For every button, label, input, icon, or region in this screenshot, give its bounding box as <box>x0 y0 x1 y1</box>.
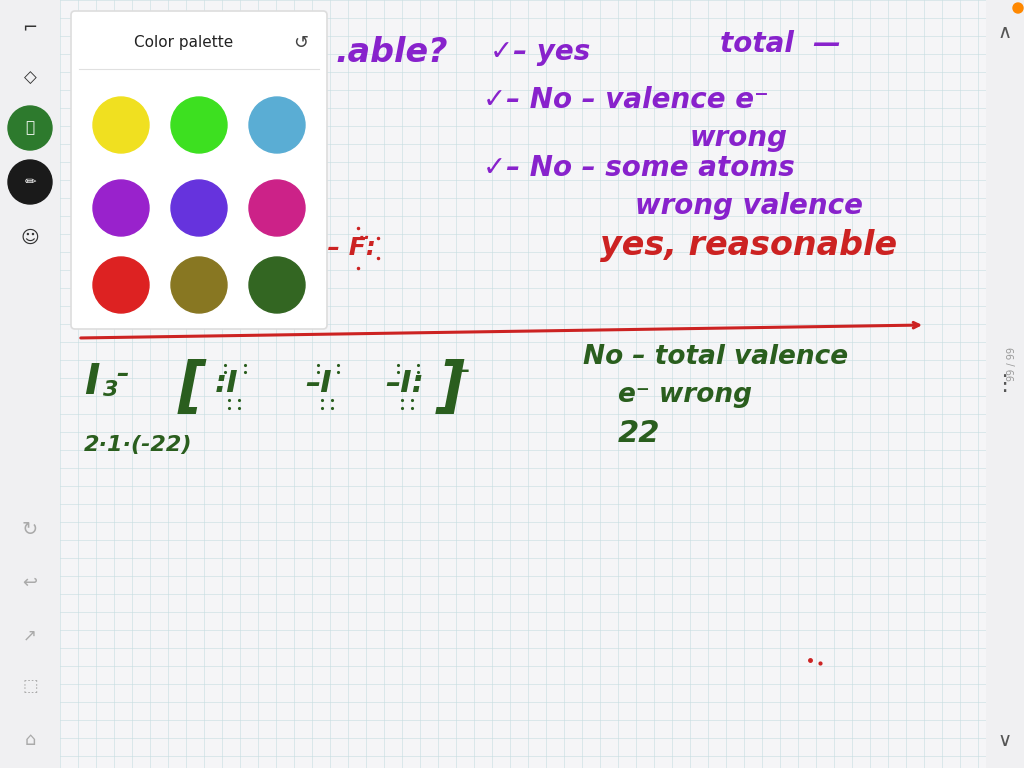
Text: –: – <box>460 360 470 379</box>
Text: –: – <box>116 362 128 386</box>
Circle shape <box>8 106 52 150</box>
Text: ⌐: ⌐ <box>23 19 38 37</box>
Text: 22: 22 <box>618 419 660 448</box>
Circle shape <box>8 160 52 204</box>
Text: .able?: .able? <box>335 35 447 68</box>
Text: :I: :I <box>215 369 239 398</box>
Text: ⋮: ⋮ <box>993 374 1015 394</box>
Text: ↺: ↺ <box>294 34 308 52</box>
Text: e⁻ wrong: e⁻ wrong <box>618 382 752 408</box>
Text: ✏: ✏ <box>25 175 36 189</box>
Text: 3: 3 <box>103 380 119 400</box>
Text: –I: –I <box>305 369 332 398</box>
Text: ↩: ↩ <box>23 574 38 592</box>
Text: ✓– No – some atoms: ✓– No – some atoms <box>483 154 795 182</box>
Circle shape <box>93 97 150 153</box>
Text: I: I <box>84 361 99 403</box>
Text: [: [ <box>178 359 206 418</box>
Text: ◇: ◇ <box>24 69 37 87</box>
Bar <box>0 0 60 768</box>
Text: ✓– yes: ✓– yes <box>490 38 590 66</box>
Text: ✓– No – valence e⁻: ✓– No – valence e⁻ <box>483 86 769 114</box>
Text: ⌂: ⌂ <box>25 731 36 749</box>
Circle shape <box>249 257 305 313</box>
Text: total  —: total — <box>720 30 841 58</box>
FancyBboxPatch shape <box>71 11 327 329</box>
Text: wrong valence: wrong valence <box>635 192 863 220</box>
Circle shape <box>171 97 227 153</box>
Circle shape <box>171 180 227 236</box>
Text: 20e⁻: 20e⁻ <box>108 306 173 330</box>
Text: ↻: ↻ <box>22 521 38 539</box>
Bar <box>986 0 1024 768</box>
Text: ∨: ∨ <box>997 730 1012 750</box>
Text: wrong: wrong <box>690 124 788 152</box>
Circle shape <box>171 257 227 313</box>
Text: Color palette: Color palette <box>134 35 233 51</box>
Text: 🍃: 🍃 <box>26 121 35 135</box>
Text: –I:: –I: <box>385 369 424 398</box>
Circle shape <box>249 97 305 153</box>
Text: ]: ] <box>437 359 465 418</box>
Circle shape <box>1013 3 1023 13</box>
Circle shape <box>249 180 305 236</box>
Text: ↗: ↗ <box>24 626 37 644</box>
Circle shape <box>93 180 150 236</box>
Text: 2·1·(-22): 2·1·(-22) <box>84 435 193 455</box>
Text: 99 / 99: 99 / 99 <box>1007 347 1017 381</box>
Text: yes, reasonable: yes, reasonable <box>600 229 897 261</box>
Text: ☺: ☺ <box>20 229 39 247</box>
Text: ∧: ∧ <box>997 22 1012 41</box>
Circle shape <box>93 257 150 313</box>
Text: ⬚: ⬚ <box>23 677 38 695</box>
Text: –Ö – F̈:: –Ö – F̈: <box>285 236 376 260</box>
Text: No – total valence: No – total valence <box>583 344 848 370</box>
